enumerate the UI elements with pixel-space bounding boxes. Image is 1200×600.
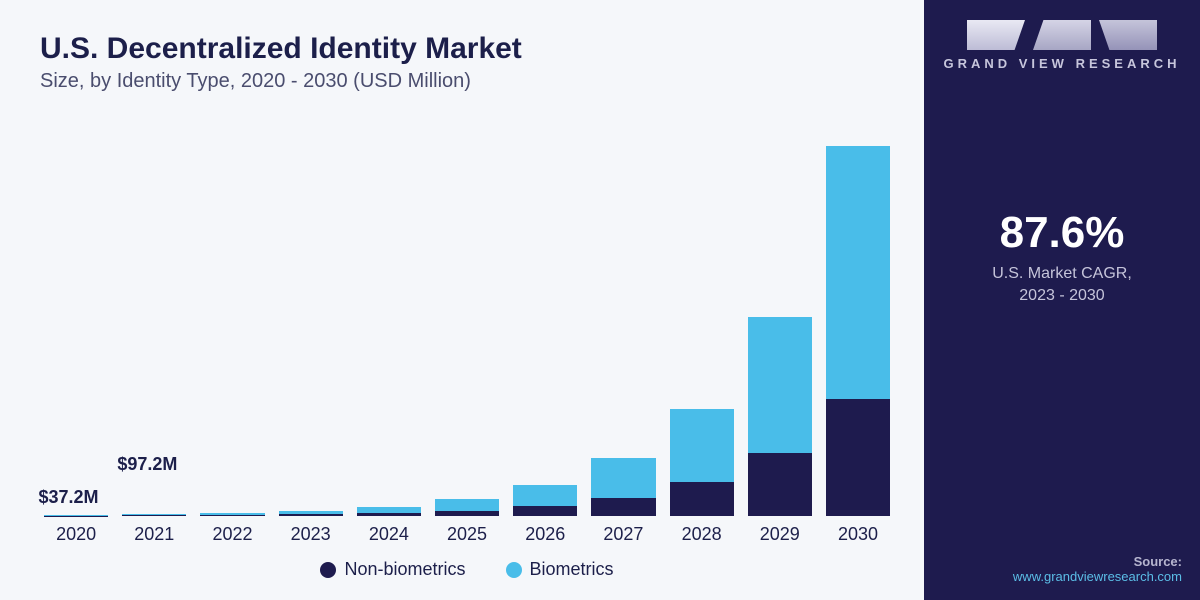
chart-plot-area: 2020 2021 2022 2023 2024 2025 2026 2027 2028 2029… [40, 103, 894, 545]
bar-stack [200, 513, 264, 516]
year-column: 2021 [122, 103, 186, 545]
legend-item: Biometrics [506, 559, 614, 580]
legend-swatch [506, 562, 522, 578]
bar-segment-non_biometrics [591, 498, 655, 516]
brand-name: GRAND VIEW RESEARCH [943, 56, 1180, 71]
legend-label: Non-biometrics [344, 559, 465, 580]
year-column: 2028 [670, 103, 734, 545]
chart-subtitle: Size, by Identity Type, 2020 - 2030 (USD… [40, 70, 894, 93]
bar-segment-biometrics [591, 458, 655, 497]
bar-stack [279, 511, 343, 516]
bar-segment-non_biometrics [513, 506, 577, 516]
year-column: 2024 [357, 103, 421, 545]
year-column: 2027 [591, 103, 655, 545]
bar-segment-non_biometrics [122, 515, 186, 516]
bar-segment-non_biometrics [670, 482, 734, 516]
bar-segment-biometrics [748, 317, 812, 453]
bar-segment-biometrics [826, 146, 890, 399]
legend-label: Biometrics [530, 559, 614, 580]
bar-stack [591, 458, 655, 516]
year-column: 2025 [435, 103, 499, 545]
source-link[interactable]: www.grandviewresearch.com [942, 569, 1182, 584]
chart-panel: U.S. Decentralized Identity Market Size,… [0, 0, 924, 600]
year-label: 2021 [134, 524, 174, 545]
year-label: 2028 [682, 524, 722, 545]
legend-item: Non-biometrics [320, 559, 465, 580]
year-column: 2026 [513, 103, 577, 545]
bar-stack [513, 485, 577, 516]
bar-stack [826, 146, 890, 516]
year-column: 2020 [44, 103, 108, 545]
bar-stack [357, 507, 421, 516]
bar-stack [435, 499, 499, 516]
brand-logo-mark [967, 20, 1157, 50]
year-column: 2029 [748, 103, 812, 545]
stat-label: U.S. Market CAGR, 2023 - 2030 [992, 263, 1132, 306]
bar-segment-non_biometrics [748, 453, 812, 516]
source-block: Source: www.grandviewresearch.com [942, 554, 1182, 584]
year-label: 2029 [760, 524, 800, 545]
bar-segment-biometrics [435, 499, 499, 510]
year-column: 2023 [279, 103, 343, 545]
bar-stack [670, 409, 734, 516]
year-label: 2025 [447, 524, 487, 545]
year-label: 2030 [838, 524, 878, 545]
chart-wrap: 2020 2021 2022 2023 2024 2025 2026 2027 2028 2029… [40, 103, 894, 580]
year-label: 2024 [369, 524, 409, 545]
value-callout: $97.2M [117, 454, 177, 475]
stat-value: 87.6% [992, 211, 1132, 255]
bar-stack [44, 515, 108, 516]
value-callout: $37.2M [38, 487, 98, 508]
year-label: 2026 [525, 524, 565, 545]
headline-stat: 87.6% U.S. Market CAGR, 2023 - 2030 [992, 211, 1132, 306]
brand-logo: GRAND VIEW RESEARCH [942, 20, 1182, 71]
source-label: Source: [942, 554, 1182, 569]
bar-stack [748, 317, 812, 516]
bar-segment-non_biometrics [357, 513, 421, 516]
bar-segment-biometrics [513, 485, 577, 506]
bar-segment-non_biometrics [200, 515, 264, 516]
bar-segment-biometrics [670, 409, 734, 482]
legend-swatch [320, 562, 336, 578]
year-label: 2023 [291, 524, 331, 545]
chart-title: U.S. Decentralized Identity Market [40, 32, 894, 66]
year-column: 2030 [826, 103, 890, 545]
year-label: 2020 [56, 524, 96, 545]
bar-segment-non_biometrics [279, 514, 343, 516]
year-column: 2022 [200, 103, 264, 545]
bar-stack [122, 514, 186, 516]
side-panel: GRAND VIEW RESEARCH 87.6% U.S. Market CA… [924, 0, 1200, 600]
bar-segment-non_biometrics [435, 511, 499, 516]
year-label: 2022 [212, 524, 252, 545]
year-label: 2027 [603, 524, 643, 545]
bar-segment-non_biometrics [826, 399, 890, 516]
chart-legend: Non-biometrics Biometrics [40, 559, 894, 580]
